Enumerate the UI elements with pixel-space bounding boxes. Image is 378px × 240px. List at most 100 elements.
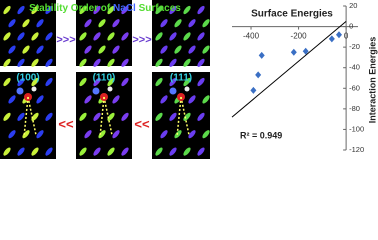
ion [8,130,16,139]
ion [160,95,168,104]
x-tick-label: -200 [291,32,308,41]
ion [169,147,177,156]
ion [107,58,115,67]
title-part: Surfaces [136,3,181,14]
ion [197,112,205,121]
order-arrow: >>> [132,34,151,46]
ion [79,5,87,15]
ion [107,77,115,87]
ion [36,130,44,139]
y-tick-label: -20 [349,42,360,51]
ion [169,58,177,67]
ion [121,32,129,41]
h-bond [180,96,190,136]
ion [31,147,39,156]
title-part: NaCl [113,3,136,14]
x-tick-label: -400 [243,32,260,41]
ion [8,45,16,54]
ion [93,32,101,41]
y-tick-label: 20 [349,1,357,10]
ion [8,19,16,28]
ion [36,95,44,104]
ion [8,95,16,104]
ion [174,45,182,54]
order-arrow: << [58,116,74,131]
ion [45,77,53,87]
molecule [107,86,113,92]
ion [17,112,25,121]
ion [183,5,191,15]
h-bond [103,96,113,136]
ion [79,147,87,156]
ion [197,77,205,87]
order-arrow: << [134,116,150,131]
ion [121,58,129,67]
ion [197,58,205,67]
molecule [184,86,190,92]
title-part: Stability Order of [29,3,113,14]
ion [93,58,101,67]
ion [183,77,191,87]
ion [160,19,168,28]
ion [188,19,196,28]
ion [160,45,168,54]
point [328,35,335,43]
h-bond [176,96,182,138]
ion [17,5,25,15]
ion [45,112,53,121]
ion [183,58,191,67]
ion [112,19,120,28]
y-tick-label: -40 [349,63,360,72]
figure: Stability Order of NaCl Surfaces >>> >>> <<… [0,0,377,159]
surface-panels: Stability Order of NaCl Surfaces >>> >>> <<… [0,0,210,159]
ion [31,32,39,41]
ion [93,112,101,121]
point [302,47,309,55]
ion [202,19,210,28]
ion [169,32,177,41]
h-bond [99,96,105,138]
molecule [92,87,100,95]
ion [183,147,191,156]
ion [93,5,101,15]
ion [155,5,163,15]
ion [79,58,87,67]
ion [98,130,106,139]
ion [112,95,120,104]
ion [84,130,92,139]
ion [84,95,92,104]
ion [107,147,115,156]
panel-title: Stability Order of NaCl Surfaces [29,3,181,14]
h-bond [23,96,29,138]
ion [169,112,177,121]
ion [155,77,163,87]
facet-label: (110) [93,73,116,84]
ion [3,112,11,121]
ion [3,32,11,41]
ion [79,32,87,41]
point [335,31,342,39]
ion [188,45,196,54]
ion [22,19,30,28]
molecule [31,86,37,92]
ion [107,112,115,121]
ion [188,130,196,139]
ion [155,58,163,67]
ion [188,95,196,104]
facet-label: (111) [170,73,192,84]
molecule [16,87,24,95]
ion [79,77,87,87]
ion [3,5,11,15]
ion [79,112,87,121]
ion [169,5,177,15]
ion [3,147,11,156]
y-tick-label: -100 [349,124,364,133]
y-tick-label: -80 [349,104,360,113]
ion [84,19,92,28]
ion [45,58,53,67]
ion [93,147,101,156]
ion [45,147,53,156]
annotation: R² = 0.949 [240,130,282,140]
ion [197,32,205,41]
ion [197,5,205,15]
